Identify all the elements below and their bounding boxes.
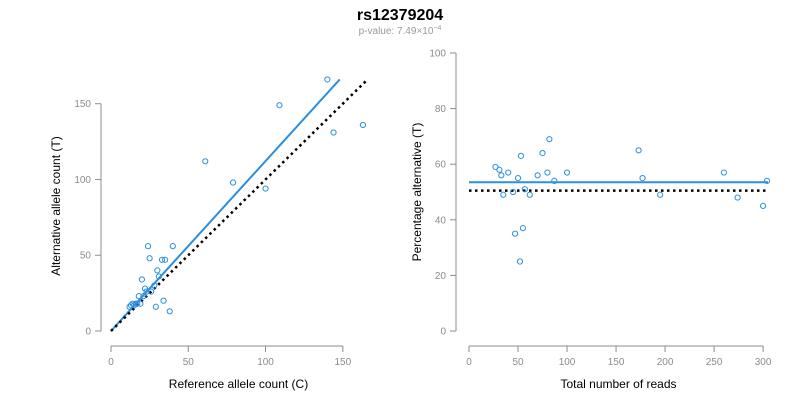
data-point xyxy=(143,288,150,295)
x-axis-label: Reference allele count (C) xyxy=(169,377,308,391)
data-point xyxy=(514,175,522,182)
y-axis-label: Percentage alternative (T) xyxy=(410,123,424,262)
x-tick-label: 0 xyxy=(108,357,114,368)
subtitle-exponent: −4 xyxy=(433,25,441,32)
data-point xyxy=(146,255,153,262)
data-point xyxy=(166,308,173,315)
data-point xyxy=(544,169,551,176)
data-point xyxy=(496,166,503,173)
data-point xyxy=(498,172,505,179)
data-point xyxy=(129,300,136,307)
data-point xyxy=(720,169,727,176)
y-tick-label: 100 xyxy=(74,175,91,186)
x-tick-label: 250 xyxy=(706,357,723,368)
y-tick-label: 0 xyxy=(440,327,446,338)
data-point xyxy=(141,285,149,292)
data-point xyxy=(759,202,767,209)
y-tick-label: 20 xyxy=(435,271,447,282)
data-point xyxy=(359,121,367,129)
data-point xyxy=(140,293,147,300)
chart-subtitle: p-value: 7.49×10−4 xyxy=(359,25,442,37)
data-point xyxy=(276,102,283,109)
data-point xyxy=(160,297,167,304)
data-point xyxy=(158,256,166,263)
subtitle-prefix: p-value: 7.49 xyxy=(359,26,417,37)
data-point xyxy=(510,188,517,196)
data-point xyxy=(519,225,527,232)
data-point xyxy=(639,175,646,182)
data-point xyxy=(148,288,155,295)
y-tick-label: 50 xyxy=(80,251,92,262)
x-tick-label: 50 xyxy=(512,357,524,368)
fit-line xyxy=(110,78,341,332)
x-tick-label: 0 xyxy=(466,357,472,368)
data-point xyxy=(539,149,546,157)
x-tick-label: 100 xyxy=(559,357,576,368)
data-point xyxy=(131,302,138,309)
data-point xyxy=(135,293,142,300)
data-point xyxy=(152,303,159,310)
data-point xyxy=(202,158,209,165)
data-point xyxy=(734,194,741,201)
data-point xyxy=(161,256,169,263)
data-point xyxy=(138,276,146,283)
chart-title: rs12379204 xyxy=(357,7,443,24)
data-point xyxy=(229,179,237,186)
data-point xyxy=(324,76,331,83)
subtitle-base: 10 xyxy=(422,26,434,37)
y-axis-label: Alternative allele count (T) xyxy=(49,136,63,275)
x-tick-label: 300 xyxy=(755,357,772,368)
y-tick-label: 40 xyxy=(435,215,447,226)
data-point xyxy=(657,191,664,198)
data-point xyxy=(262,185,269,192)
x-tick-label: 100 xyxy=(257,357,274,368)
x-axis-label: Total number of reads xyxy=(560,377,676,391)
data-point xyxy=(563,169,571,176)
subtitle-times: × xyxy=(416,26,422,37)
x-tick-label: 150 xyxy=(608,357,625,368)
data-point xyxy=(511,230,519,237)
data-point xyxy=(134,300,141,307)
y-tick-label: 100 xyxy=(429,49,446,60)
data-point xyxy=(521,186,528,193)
panel-percentage-alternative: 0 50 100 150 200 250 300 0 20 40 60 80 100 Total numb… xyxy=(410,49,772,392)
data-point xyxy=(534,172,541,179)
data-point xyxy=(546,136,553,143)
data-point xyxy=(155,273,163,280)
data-point xyxy=(551,177,558,184)
data-point xyxy=(635,147,642,154)
data-point xyxy=(763,177,771,184)
data-point xyxy=(151,282,158,289)
data-point xyxy=(500,191,507,198)
y-tick-label: 0 xyxy=(85,327,91,338)
data-point xyxy=(154,267,161,274)
x-tick-label: 50 xyxy=(183,357,195,368)
data-point xyxy=(169,243,176,250)
data-point xyxy=(330,129,337,136)
data-point xyxy=(137,300,144,307)
data-point xyxy=(517,152,525,159)
y-tick-label: 150 xyxy=(74,99,91,110)
data-point xyxy=(144,243,152,250)
y-tick-label: 60 xyxy=(435,160,447,171)
data-point xyxy=(505,169,512,176)
x-tick-label: 200 xyxy=(657,357,674,368)
data-point xyxy=(516,258,524,265)
panel-allele-counts: 0 50 100 150 0 50 100 150 Reference allele count… xyxy=(49,76,367,391)
x-tick-label: 150 xyxy=(334,357,351,368)
y-tick-label: 80 xyxy=(435,104,447,115)
data-point xyxy=(526,191,533,198)
